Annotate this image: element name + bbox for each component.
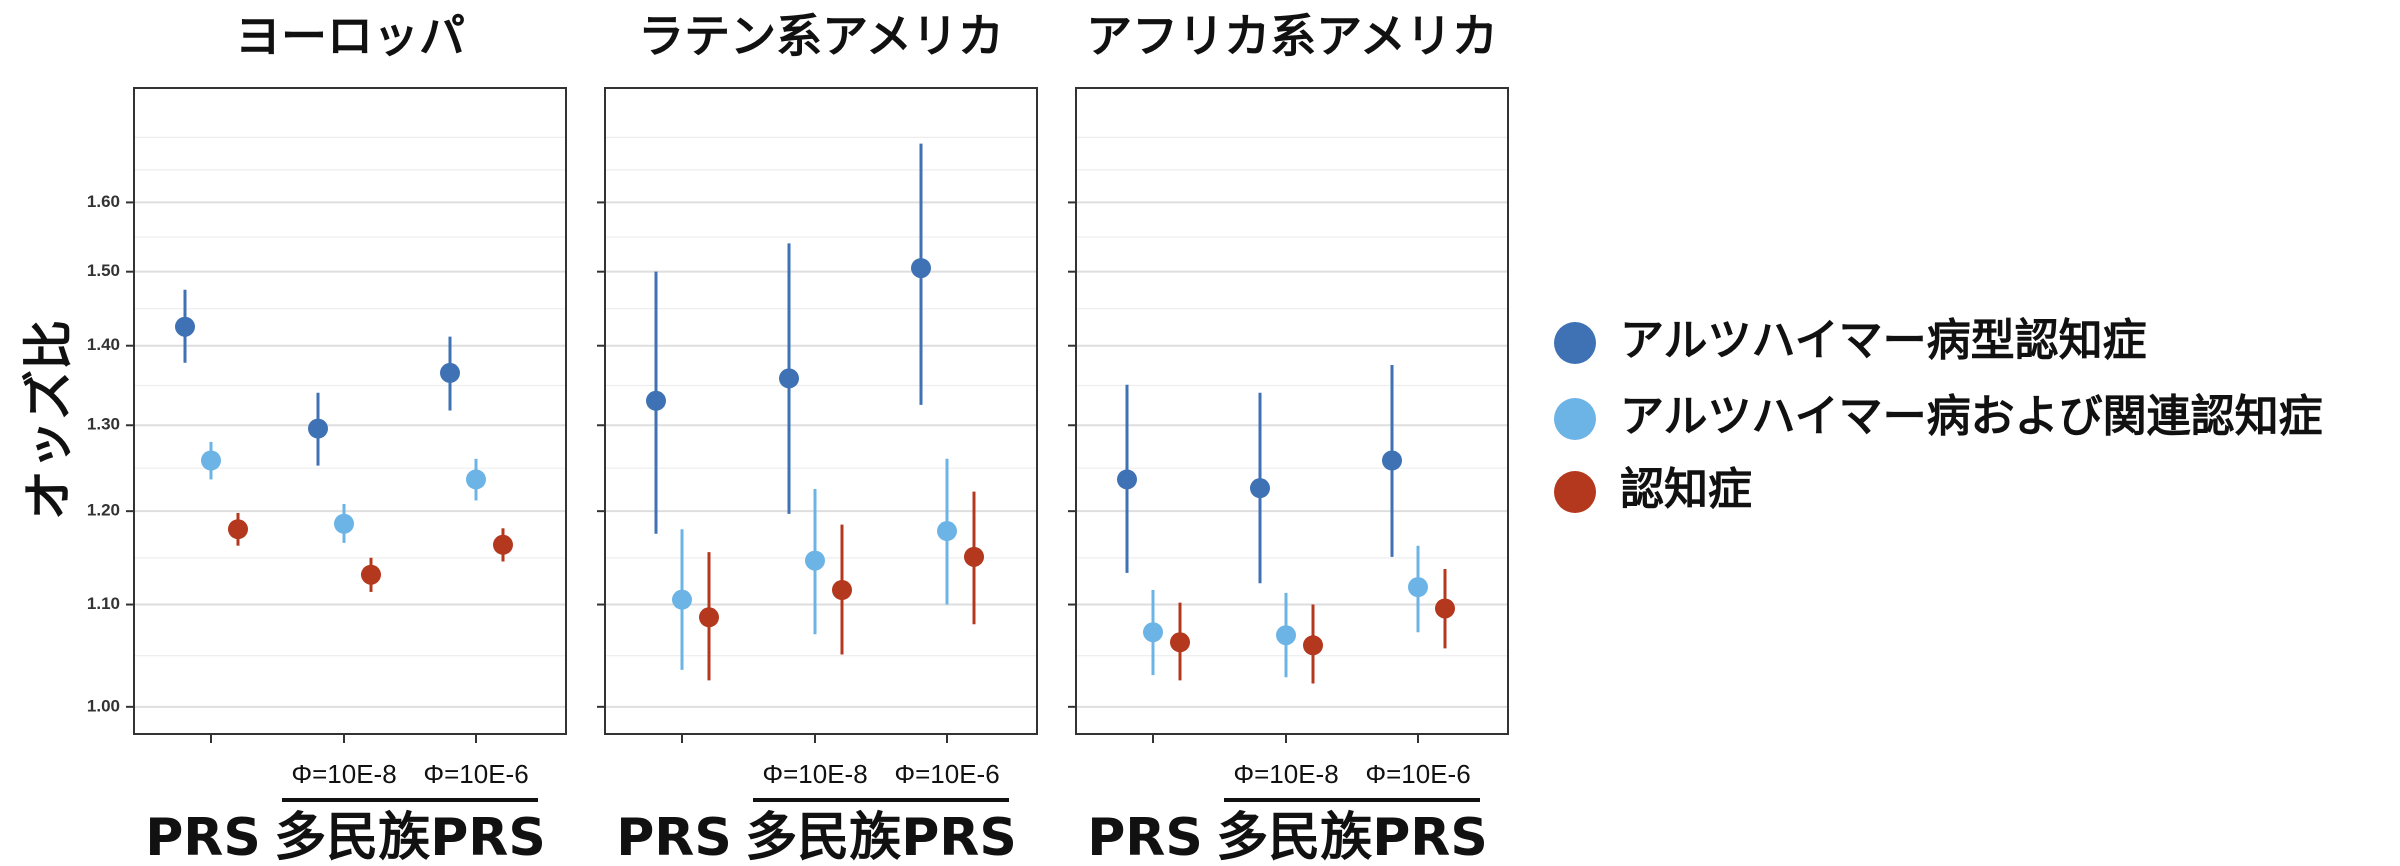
data-point	[440, 362, 460, 383]
data-point	[1250, 478, 1270, 499]
legend-label: アルツハイマー病型認知症	[1620, 315, 2147, 366]
data-point	[334, 513, 354, 534]
panel-border	[604, 87, 1038, 735]
data-point	[1143, 622, 1163, 643]
data-point	[646, 390, 666, 411]
y-tick-label: 1.20	[87, 501, 120, 520]
x-sublabel: Φ=10E-8	[762, 759, 867, 789]
x-sublabel: Φ=10E-8	[1233, 759, 1338, 789]
legend-marker	[1554, 471, 1596, 513]
panel-3: アフリカ系アメリカ Φ=10E-8 Φ=10E-6 PRS 多民族PRS	[1068, 9, 1509, 866]
legend-marker	[1554, 398, 1596, 440]
x-group-label-prs: PRS	[145, 808, 261, 866]
data-point	[964, 546, 984, 567]
y-tick-label: 1.30	[87, 415, 120, 434]
data-point	[672, 589, 692, 610]
y-axis-label: オッズ比	[20, 320, 78, 520]
legend-label: アルツハイマー病および関連認知症	[1620, 391, 2323, 442]
data-point	[466, 469, 486, 490]
legend-label: 認知症	[1620, 464, 1752, 515]
legend-marker	[1554, 322, 1596, 364]
data-point	[1435, 598, 1455, 619]
x-sublabel: Φ=10E-6	[894, 759, 999, 789]
data-point	[201, 450, 221, 471]
x-group-label-multi: 多民族PRS	[274, 808, 546, 866]
x-group-label-prs: PRS	[1087, 808, 1203, 866]
data-point	[832, 580, 852, 601]
data-point	[699, 607, 719, 628]
data-point	[1303, 635, 1323, 656]
panel-2: ラテン系アメリカ Φ=10E-8 Φ=10E-6 PRS 多民族PRS	[597, 9, 1038, 866]
x-group-label-multi: 多民族PRS	[1216, 808, 1488, 866]
panel-1: ヨーロッパ 1.00 1.10 1.20 1.30 1.40 1.50 1.60 Φ=10E-8…	[87, 9, 567, 866]
y-tick-label: 1.10	[87, 594, 120, 613]
panels: ヨーロッパ 1.00 1.10 1.20 1.30 1.40 1.50 1.60 Φ=10E-8…	[87, 9, 1509, 866]
y-tick-label: 1.40	[87, 335, 120, 354]
data-point	[175, 316, 195, 337]
data-point	[493, 534, 513, 555]
x-sublabel: Φ=10E-6	[423, 759, 528, 789]
legend-item: アルツハイマー病および関連認知症	[1554, 391, 2323, 442]
panel-title: ヨーロッパ	[235, 9, 465, 63]
data-point	[1382, 450, 1402, 471]
data-point	[308, 418, 328, 439]
data-point	[805, 550, 825, 571]
panel-border	[133, 87, 567, 735]
data-point	[911, 258, 931, 279]
x-sublabel: Φ=10E-6	[1365, 759, 1470, 789]
x-group-label-prs: PRS	[616, 808, 732, 866]
panel-title: ラテン系アメリカ	[638, 9, 1004, 63]
legend-item: アルツハイマー病型認知症	[1554, 315, 2147, 366]
panel-title: アフリカ系アメリカ	[1086, 9, 1498, 63]
y-tick-label: 1.60	[87, 192, 120, 211]
x-group-label-multi: 多民族PRS	[745, 808, 1017, 866]
data-point	[1276, 625, 1296, 646]
data-point	[361, 564, 381, 585]
y-tick-label: 1.00	[87, 696, 120, 715]
y-tick-label: 1.50	[87, 261, 120, 280]
data-point	[1117, 469, 1137, 490]
data-point	[779, 368, 799, 389]
x-sublabel: Φ=10E-8	[291, 759, 396, 789]
panel-border	[1075, 87, 1509, 735]
data-point	[1408, 577, 1428, 598]
data-point	[228, 519, 248, 540]
legend-item: 認知症	[1554, 464, 1752, 515]
data-point	[1170, 632, 1190, 653]
data-point	[937, 521, 957, 542]
